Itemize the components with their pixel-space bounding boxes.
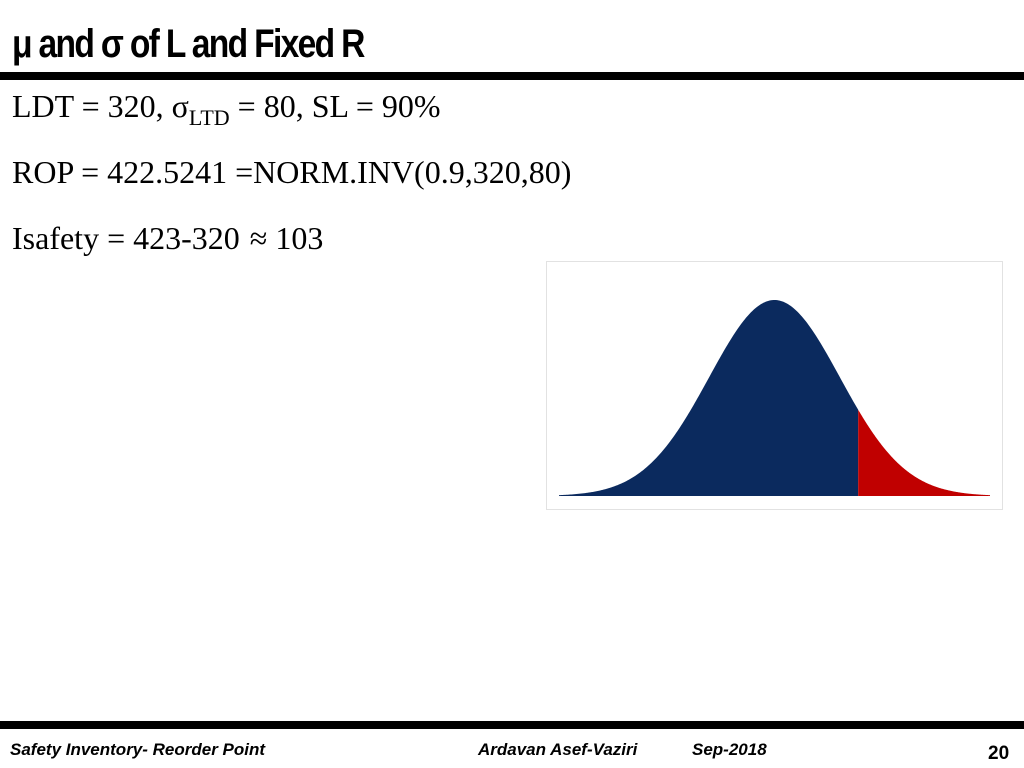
approx-symbol: ≈ [249,220,268,256]
normal-curve-figure [546,261,1003,510]
parameters-ldt: LDT = 320, [12,88,172,124]
parameters-line: LDT = 320, σLTD = 80, SL = 90% [12,86,441,138]
footer-author: Ardavan Asef-Vaziri [478,740,638,759]
parameters-rest: = 80, SL = 90% [229,88,441,124]
normal-curve-svg [559,300,990,496]
safety-expression: Isafety = 423-320 [12,220,240,256]
curve-tail-area [858,409,990,496]
curve-body-area [559,300,859,496]
safety-result: 103 [267,220,324,256]
rop-line: ROP = 422.5241 =NORM.INV(0.9,320,80) [12,154,572,190]
footer-topic: Safety Inventory- Reorder Point [10,740,266,759]
page-number: 20 [988,743,1010,764]
sigma-symbol: σ [171,88,189,124]
slide-title: μ and σ of L and Fixed R [12,22,365,66]
title-divider [0,72,1024,80]
sigma-subscript: LTD [188,105,230,130]
footer-divider [0,721,1024,729]
footer-date: Sep-2018 [692,740,767,759]
safety-line: Isafety = 423-320 ≈ 103 [12,218,323,258]
